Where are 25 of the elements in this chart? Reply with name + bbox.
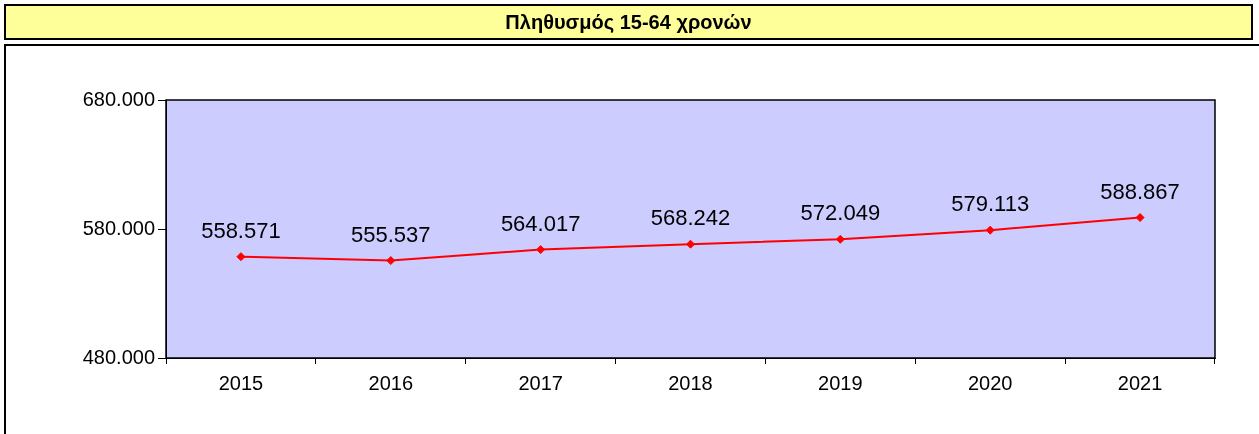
data-label: 555.537 [351,221,431,247]
point [536,245,546,255]
x-tick-label: 2021 [1117,371,1163,394]
data-label: 572.049 [800,200,881,226]
y-tick-label: 480.000 [82,345,155,368]
y-tick-label: 680.000 [82,87,155,110]
y-tick-label: 580.000 [82,216,155,239]
point [686,239,695,249]
chart-title: Πληθυσμός 15-64 χρονών [4,4,1253,40]
point [835,234,845,244]
data-label: 588.867 [1100,178,1180,204]
data-label: 568.242 [650,205,731,231]
x-tick-label: 2017 [518,371,563,394]
point [1135,213,1145,223]
point [985,225,995,235]
x-tick-label: 2019 [818,371,863,394]
data-label: 558.571 [201,217,281,243]
x-tick-label: 2016 [368,371,414,394]
data-label: 564.017 [500,210,581,236]
point [236,252,246,262]
x-tick-label: 2020 [967,371,1013,394]
data-label: 579.113 [951,191,1030,217]
x-tick-label: 2018 [668,371,713,394]
point [386,256,396,266]
x-tick-label: 2015 [218,371,264,394]
